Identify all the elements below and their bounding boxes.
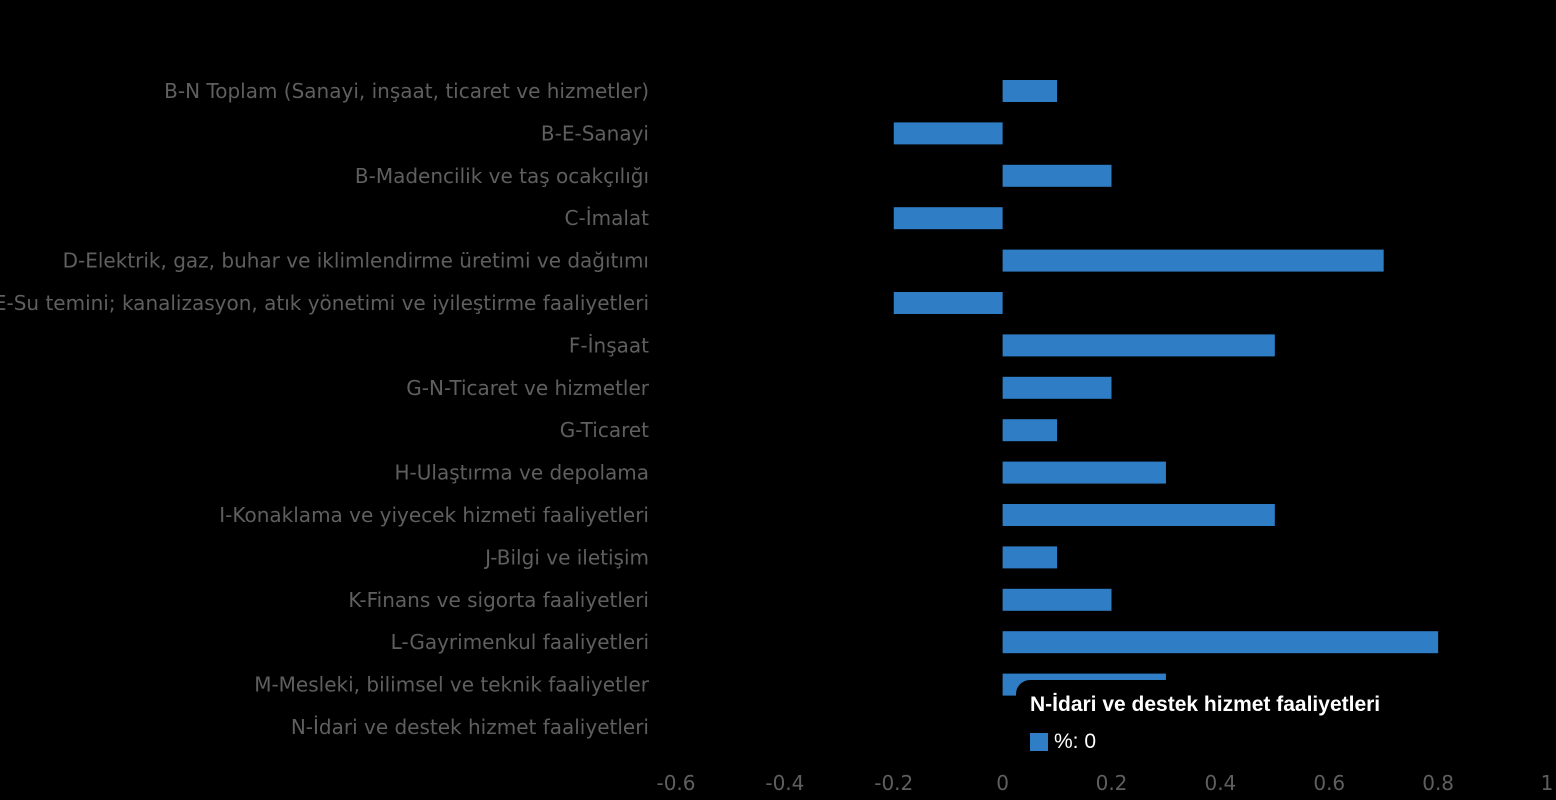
x-tick-label: 0.4: [1204, 771, 1236, 795]
bar[interactable]: [1002, 546, 1058, 569]
category-label: B-E-Sanayi: [541, 121, 649, 145]
category-label: L-Gayrimenkul faaliyetleri: [391, 630, 649, 654]
category-label: E-Su temini; kanalizasyon, atık yönetimi…: [0, 291, 649, 315]
category-label: N-İdari ve destek hizmet faaliyetleri: [291, 715, 649, 739]
bar[interactable]: [893, 207, 1003, 230]
bar[interactable]: [1002, 164, 1112, 187]
category-label: I-Konaklama ve yiyecek hizmeti faaliyetl…: [219, 503, 649, 527]
category-labels: B-N Toplam (Sanayi, inşaat, ticaret ve h…: [0, 79, 650, 739]
tooltip-value: %: 0: [1054, 730, 1097, 753]
bar[interactable]: [1002, 419, 1058, 442]
bars-group: [893, 80, 1439, 696]
category-label: B-Madencilik ve taş ocakçılığı: [355, 164, 649, 188]
bar[interactable]: [1002, 631, 1439, 654]
category-label: J-Bilgi ve iletişim: [483, 545, 649, 569]
bar[interactable]: [1002, 588, 1112, 611]
bar[interactable]: [1002, 249, 1384, 272]
bar[interactable]: [893, 292, 1003, 314]
bar[interactable]: [1002, 461, 1166, 484]
tooltip-row: %: 0: [1030, 730, 1432, 754]
category-label: H-Ulaştırma ve depolama: [395, 461, 649, 485]
bar[interactable]: [1002, 80, 1058, 102]
x-tick-label: 0: [996, 771, 1009, 795]
bar[interactable]: [1002, 334, 1275, 357]
x-tick-label: 0.2: [1096, 771, 1128, 795]
category-label: D-Elektrik, gaz, buhar ve iklimlendirme …: [63, 249, 649, 273]
bar[interactable]: [1002, 504, 1275, 526]
category-label: G-N-Ticaret ve hizmetler: [406, 376, 649, 400]
x-tick-label: -0.2: [874, 771, 913, 795]
category-label: B-N Toplam (Sanayi, inşaat, ticaret ve h…: [164, 79, 649, 103]
category-label: F-İnşaat: [569, 333, 649, 357]
x-tick-label: 0.8: [1422, 771, 1454, 795]
category-label: C-İmalat: [565, 206, 650, 230]
x-axis-ticks: -0.6 -0.4 -0.2 0 0.2 0.4 0.6 0.8 1: [656, 771, 1553, 795]
x-tick-label: 0.6: [1313, 771, 1345, 795]
x-tick-label: -0.6: [656, 771, 695, 795]
x-tick-label: 1: [1541, 771, 1554, 795]
category-label: K-Finans ve sigorta faaliyetleri: [348, 588, 649, 612]
bar[interactable]: [893, 122, 1003, 145]
tooltip: N-İdari ve destek hizmet faaliyetleri %:…: [1016, 680, 1446, 770]
x-tick-label: -0.4: [765, 771, 804, 795]
bar[interactable]: [1002, 376, 1112, 399]
tooltip-series-swatch: [1030, 733, 1048, 751]
category-label: M-Mesleki, bilimsel ve teknik faaliyetle…: [254, 673, 650, 697]
category-label: G-Ticaret: [560, 418, 649, 442]
tooltip-title: N-İdari ve destek hizmet faaliyetleri: [1030, 693, 1381, 716]
